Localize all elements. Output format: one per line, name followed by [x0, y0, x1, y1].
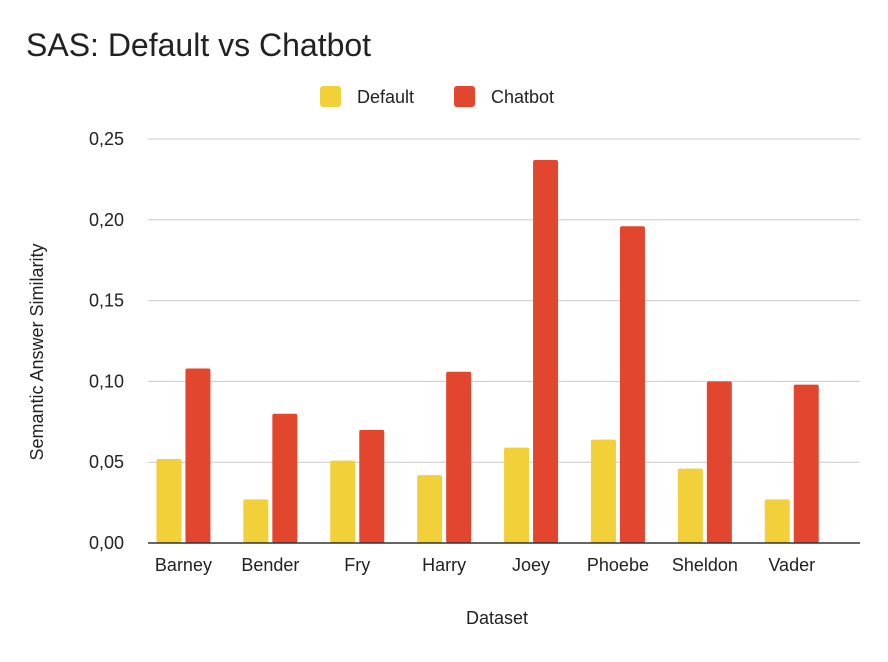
y-tick-label: 0,00	[89, 533, 124, 553]
x-tick-label: Joey	[512, 555, 550, 575]
x-tick-label: Phoebe	[587, 555, 649, 575]
y-tick-label: 0,05	[89, 452, 124, 472]
bar-default-bender	[243, 499, 269, 543]
x-tick-label: Bender	[241, 555, 299, 575]
legend-swatch-chatbot	[454, 86, 475, 107]
bar-chatbot-joey	[533, 160, 559, 543]
bar-default-harry	[417, 475, 443, 543]
y-axis-ticks: 0,00 0,05 0,10 0,15 0,20 0,25	[89, 129, 124, 553]
chart-title: SAS: Default vs Chatbot	[26, 27, 371, 63]
legend: Default Chatbot	[320, 86, 554, 107]
y-tick-label: 0,25	[89, 129, 124, 149]
x-axis-label: Dataset	[466, 608, 528, 628]
legend-label-chatbot: Chatbot	[491, 87, 554, 107]
bar-default-phoebe	[590, 439, 616, 543]
legend-swatch-default	[320, 86, 341, 107]
bar-chatbot-bender	[272, 413, 298, 543]
bars	[156, 160, 819, 543]
y-tick-label: 0,10	[89, 371, 124, 391]
bar-chatbot-phoebe	[619, 226, 645, 543]
x-tick-label: Fry	[344, 555, 370, 575]
bar-default-vader	[764, 499, 790, 543]
legend-label-default: Default	[357, 87, 414, 107]
x-tick-label: Harry	[422, 555, 466, 575]
x-tick-label: Sheldon	[672, 555, 738, 575]
bar-default-joey	[504, 447, 530, 543]
bar-default-sheldon	[677, 468, 703, 543]
x-tick-label: Barney	[155, 555, 212, 575]
y-tick-label: 0,15	[89, 291, 124, 311]
x-axis-ticks: Barney Bender Fry Harry Joey Phoebe Sheldon Vad…	[155, 555, 815, 575]
bar-chatbot-vader	[793, 384, 819, 543]
bar-chatbot-sheldon	[706, 381, 732, 543]
y-axis-label: Semantic Answer Similarity	[27, 243, 47, 460]
bar-default-barney	[156, 458, 182, 543]
bar-chatbot-fry	[359, 429, 385, 543]
x-tick-label: Vader	[768, 555, 815, 575]
gridlines	[148, 138, 860, 463]
bar-chatbot-harry	[446, 371, 472, 543]
bar-default-fry	[330, 460, 356, 543]
bar-chatbot-barney	[185, 368, 211, 543]
y-tick-label: 0,20	[89, 210, 124, 230]
